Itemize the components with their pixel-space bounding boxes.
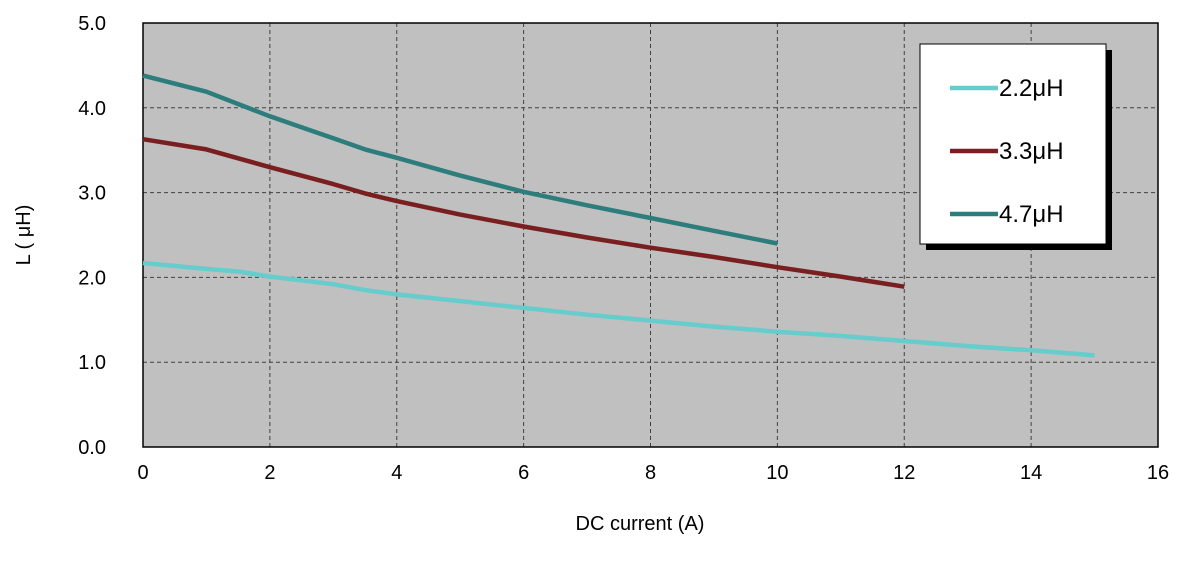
x-tick-label: 4: [391, 462, 402, 484]
grid-lines: [143, 23, 1158, 447]
x-axis-title: DC current (A): [576, 513, 705, 535]
x-tick-label: 14: [1020, 462, 1042, 484]
y-tick-label: 4.0: [78, 98, 106, 120]
x-tick-label: 16: [1147, 462, 1169, 484]
plot-border: [142, 22, 1159, 448]
series-line-2: [142, 73, 778, 246]
x-tick-label: 2: [264, 462, 275, 484]
y-tick-label: 3.0: [78, 183, 106, 205]
legend: 2.2μH 3.3μH 4.7μH: [919, 43, 1112, 250]
y-tick-label: 2.0: [78, 267, 106, 289]
legend-label-0: 2.2μH: [999, 75, 1064, 102]
x-tick-label: 0: [137, 462, 148, 484]
y-tick-label: 5.0: [78, 13, 106, 35]
x-tick-label: 8: [645, 462, 656, 484]
legend-box: [919, 43, 1107, 245]
tick-labels: 0 2 4 6 8 10 12 14 16 0.0 1.0 2.0 3.0 4.0 5.0: [78, 13, 1169, 484]
x-tick-label: 10: [766, 462, 788, 484]
y-axis-title: L ( μH): [13, 205, 35, 266]
y-tick-label: 0.0: [78, 437, 106, 459]
legend-label-1: 3.3μH: [999, 138, 1064, 165]
y-tick-label: 1.0: [78, 352, 106, 374]
x-tick-label: 12: [893, 462, 915, 484]
series-line-0: [142, 260, 1095, 358]
legend-label-2: 4.7μH: [999, 201, 1064, 228]
x-tick-label: 6: [518, 462, 529, 484]
series-layer: [142, 73, 1095, 358]
series-line-1: [142, 136, 905, 289]
